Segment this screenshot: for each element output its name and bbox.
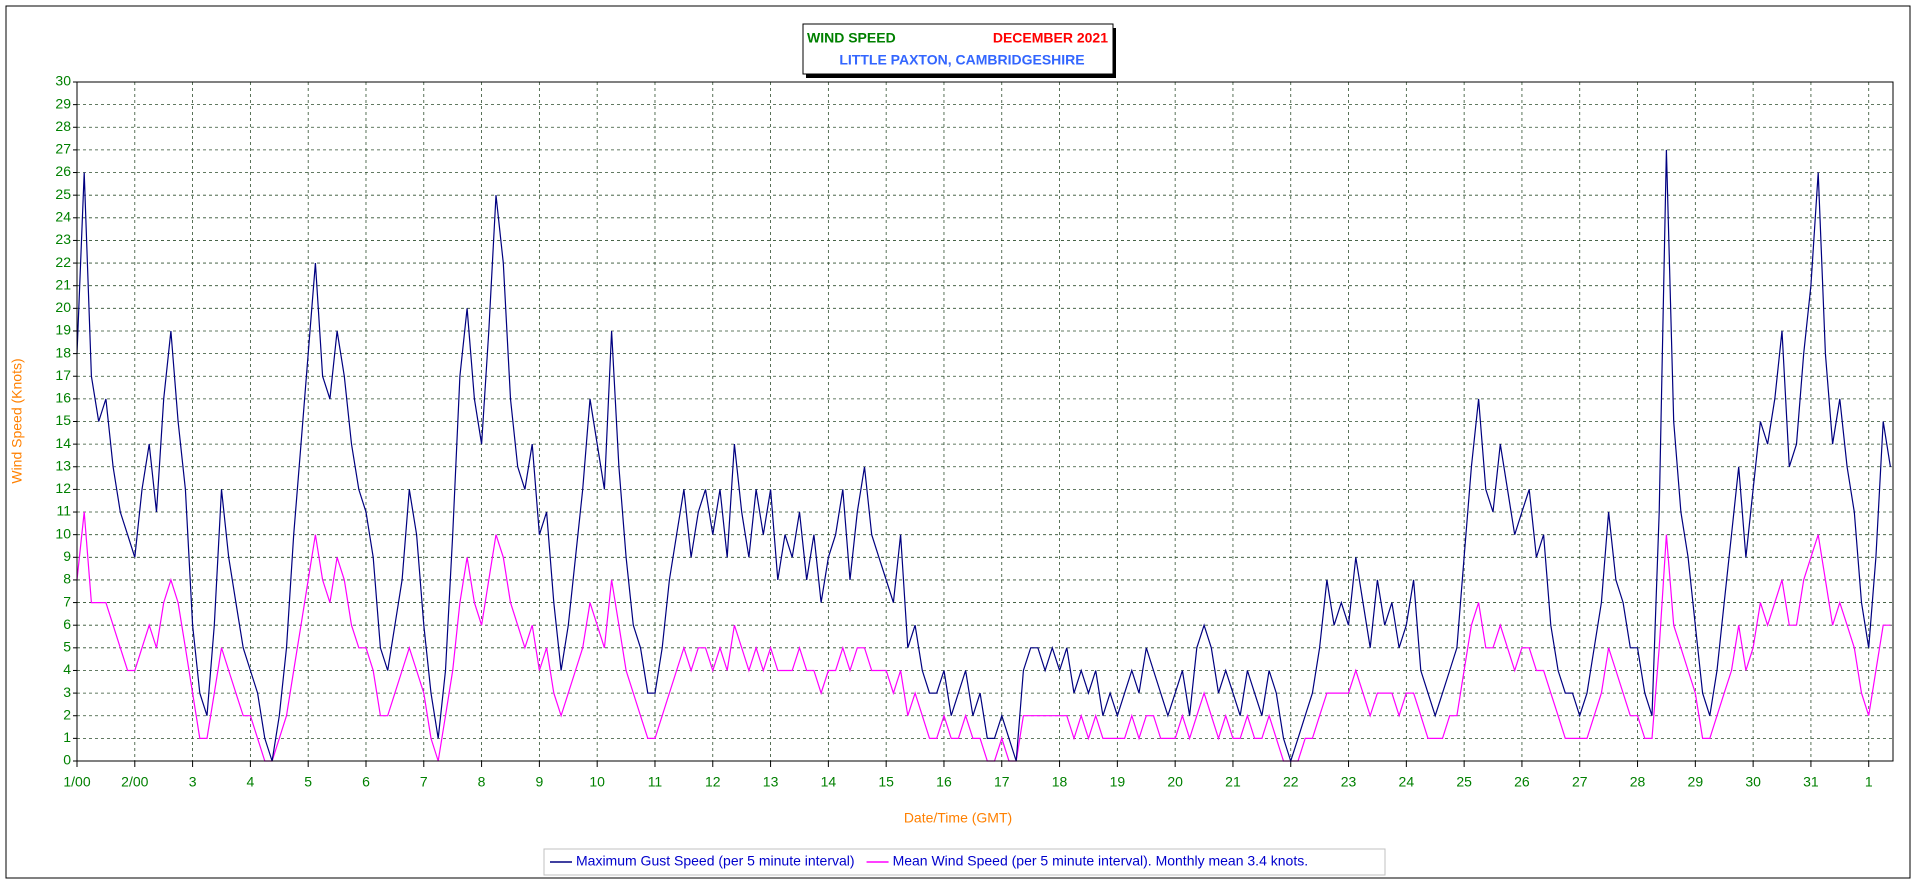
y-tick-label: 28	[55, 118, 71, 134]
y-axis-label: Wind Speed (Knots)	[9, 358, 25, 483]
series-line	[76, 511, 1891, 762]
x-tick-label: 11	[648, 774, 663, 790]
series-line	[76, 149, 1891, 763]
x-tick-label: 3	[189, 774, 197, 790]
plot-border	[76, 81, 1894, 762]
x-tick-label: 24	[1399, 774, 1415, 790]
x-tick-label: 17	[994, 774, 1010, 790]
x-tick-label: 10	[589, 774, 605, 790]
x-tick-label: 13	[763, 774, 779, 790]
y-tick-label: 6	[63, 616, 71, 632]
y-tick-label: 15	[55, 412, 71, 428]
x-axis-label: Date/Time (GMT)	[904, 810, 1012, 826]
y-tick-label: 27	[55, 141, 71, 157]
y-tick-label: 20	[55, 299, 71, 315]
y-tick-label: 26	[55, 163, 71, 179]
y-tick-label: 17	[55, 367, 71, 383]
y-tick-label: 1	[63, 729, 71, 745]
x-tick-label: 28	[1630, 774, 1646, 790]
x-tick-label: 21	[1225, 774, 1241, 790]
x-tick-label: 9	[535, 774, 543, 790]
y-tick-label: 29	[55, 95, 71, 111]
x-tick-label: 19	[1110, 774, 1126, 790]
x-tick-label: 27	[1572, 774, 1588, 790]
y-tick-label: 24	[55, 209, 71, 225]
x-tick-label: 5	[304, 774, 312, 790]
legend-label: Maximum Gust Speed (per 5 minute interva…	[576, 853, 855, 869]
x-tick-label: 20	[1167, 774, 1183, 790]
x-tick-label: 1/00	[63, 774, 90, 790]
x-tick-label: 4	[246, 774, 254, 790]
x-tick-label: 6	[362, 774, 370, 790]
y-tick-label: 21	[55, 276, 71, 292]
y-tick-label: 22	[55, 254, 71, 270]
y-tick-label: 25	[55, 186, 71, 202]
x-tick-label: 12	[705, 774, 721, 790]
title-box	[802, 23, 1114, 75]
y-tick-label: 30	[55, 73, 71, 89]
y-tick-label: 14	[55, 435, 71, 451]
x-tick-label: 7	[420, 774, 428, 790]
x-tick-label: 15	[878, 774, 894, 790]
y-tick-label: 8	[63, 571, 71, 587]
legend-box	[543, 848, 1386, 876]
chart-period: DECEMBER 2021	[993, 30, 1108, 46]
y-tick-label: 0	[63, 752, 71, 768]
y-tick-label: 4	[63, 661, 71, 677]
x-tick-label: 2/00	[121, 774, 148, 790]
chart-subtitle: LITTLE PAXTON, CAMBRIDGESHIRE	[839, 52, 1084, 68]
x-tick-label: 26	[1514, 774, 1530, 790]
x-tick-label: 25	[1456, 774, 1472, 790]
y-tick-label: 12	[55, 480, 71, 496]
x-tick-label: 14	[821, 774, 837, 790]
x-tick-label: 31	[1803, 774, 1819, 790]
x-tick-label: 29	[1688, 774, 1704, 790]
x-tick-label: 8	[478, 774, 486, 790]
y-tick-label: 7	[63, 593, 71, 609]
y-tick-label: 19	[55, 322, 71, 338]
legend-label: Mean Wind Speed (per 5 minute interval).…	[893, 853, 1309, 869]
x-tick-label: 16	[936, 774, 952, 790]
y-tick-label: 16	[55, 390, 71, 406]
y-tick-label: 10	[55, 525, 71, 541]
y-tick-label: 18	[55, 344, 71, 360]
x-tick-label: 18	[1052, 774, 1068, 790]
y-tick-label: 2	[63, 706, 71, 722]
y-tick-label: 3	[63, 684, 71, 700]
y-tick-label: 5	[63, 639, 71, 655]
y-tick-label: 13	[55, 457, 71, 473]
y-tick-label: 9	[63, 548, 71, 564]
chart-title: WIND SPEED	[807, 30, 896, 46]
x-tick-label: 23	[1341, 774, 1357, 790]
x-tick-label: 30	[1745, 774, 1761, 790]
y-tick-label: 11	[56, 503, 71, 519]
y-tick-label: 23	[55, 231, 71, 247]
x-tick-label: 22	[1283, 774, 1299, 790]
x-tick-label: 1	[1865, 774, 1873, 790]
